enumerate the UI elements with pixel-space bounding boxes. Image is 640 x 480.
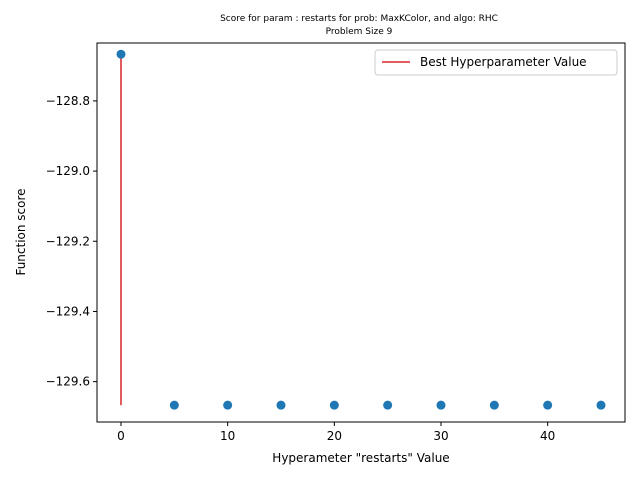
data-point xyxy=(329,400,339,410)
chart-subtitle: Problem Size 9 xyxy=(326,27,393,37)
y-axis-label: Function score xyxy=(14,188,28,275)
data-point xyxy=(543,400,553,410)
x-tick-label: 30 xyxy=(433,429,448,443)
y-tick-label: −129.4 xyxy=(46,304,90,318)
axes-ticks: 0 10 20 30 40 −128.8 −129.0 −129.2 −129.4 −129.6 xyxy=(46,94,556,443)
axes-frame xyxy=(96,42,626,423)
y-tick-label: −128.8 xyxy=(46,94,90,108)
x-tick-label: 40 xyxy=(540,429,555,443)
data-point xyxy=(489,400,499,410)
x-tick-label: 20 xyxy=(327,429,342,443)
data-point xyxy=(596,400,606,410)
chart-title: Score for param : restarts for prob: Max… xyxy=(220,14,498,24)
data-point xyxy=(276,400,286,410)
y-tick-label: −129.6 xyxy=(46,375,90,389)
data-point xyxy=(116,49,126,59)
legend-label-best-line: Best Hyperparameter Value xyxy=(420,55,587,69)
x-tick-label: 0 xyxy=(117,429,125,443)
data-point xyxy=(169,400,179,410)
x-axis-label: Hyperameter "restarts" Value xyxy=(272,451,449,465)
data-point xyxy=(436,400,446,410)
legend-box xyxy=(374,49,618,76)
y-tick-label: −129.2 xyxy=(46,234,90,248)
legend: Best Hyperparameter Value xyxy=(374,49,618,76)
data-point xyxy=(383,400,393,410)
data-point xyxy=(223,400,233,410)
y-tick-label: −129.0 xyxy=(46,164,90,178)
plot-area xyxy=(116,49,606,410)
x-tick-label: 10 xyxy=(220,429,235,443)
